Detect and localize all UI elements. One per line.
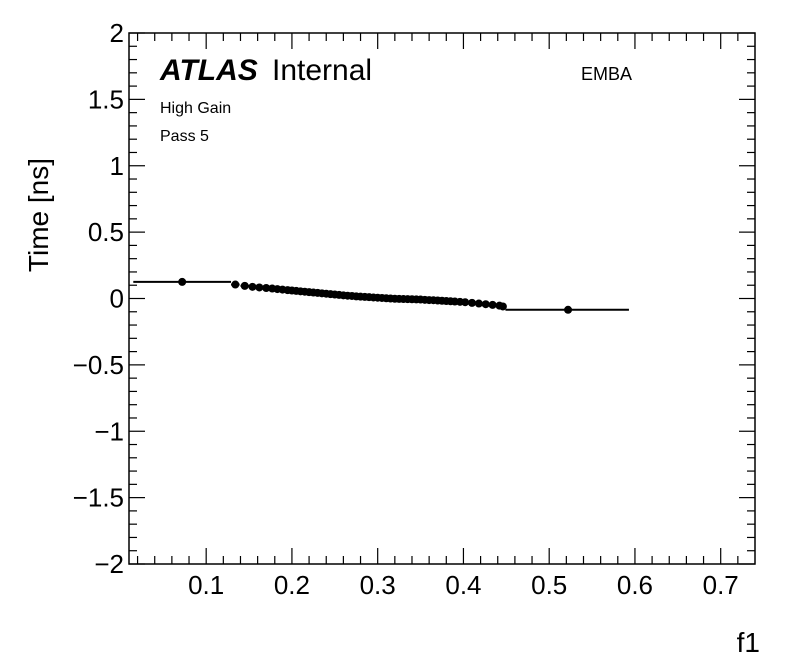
- data-point: [133, 277, 232, 286]
- x-tick-label: 0.7: [703, 570, 739, 600]
- data-marker: [461, 298, 470, 307]
- pass-label: Pass 5: [160, 128, 209, 145]
- y-tick-label: 1: [110, 151, 124, 181]
- data-point: [474, 299, 483, 308]
- gain-label: High Gain: [160, 100, 231, 117]
- data-marker: [262, 284, 271, 293]
- plot-frame: [128, 32, 756, 565]
- y-tick-label: 0.5: [88, 217, 124, 247]
- data-point: [240, 281, 250, 290]
- data-point: [231, 280, 240, 289]
- data-marker: [481, 300, 490, 309]
- data-point: [481, 300, 490, 309]
- internal-label: Internal: [272, 54, 372, 87]
- x-tick-label: 0.3: [360, 570, 396, 600]
- x-axis-title: f1: [737, 627, 760, 658]
- x-tick-label: 0.2: [274, 570, 310, 600]
- data-point: [505, 305, 629, 314]
- x-tick-label: 0.5: [531, 570, 567, 600]
- data-point: [461, 298, 470, 307]
- atlas-label: ATLAS: [159, 54, 258, 87]
- data-point: [488, 300, 497, 309]
- data-point: [255, 283, 264, 292]
- y-tick-label: −1.5: [73, 483, 124, 513]
- data-marker: [474, 299, 483, 308]
- x-tick-label: 0.1: [188, 570, 224, 600]
- axis-ticks: [129, 32, 755, 565]
- data-marker: [498, 302, 507, 311]
- y-tick-label: 1.5: [88, 84, 124, 114]
- data-points: [133, 277, 629, 314]
- data-marker: [178, 277, 187, 286]
- data-marker: [488, 300, 497, 309]
- data-point: [468, 298, 477, 307]
- y-tick-label: 0: [110, 284, 124, 314]
- y-tick-label: −2: [94, 549, 124, 579]
- data-marker: [468, 298, 477, 307]
- data-point: [248, 282, 257, 291]
- x-tick-label: 0.6: [617, 570, 653, 600]
- data-marker: [240, 281, 249, 290]
- y-tick-label: −1: [94, 416, 124, 446]
- data-point: [498, 302, 507, 311]
- data-marker: [248, 282, 257, 291]
- y-axis-title: Time [ns]: [23, 158, 54, 272]
- region-label: EMBA: [581, 64, 632, 84]
- x-tick-label: 0.4: [445, 570, 481, 600]
- data-marker: [231, 280, 240, 289]
- data-marker: [564, 305, 573, 314]
- data-marker: [255, 283, 264, 292]
- y-tick-label: 2: [110, 18, 124, 48]
- y-tick-labels: −2 −1.5 −1 −0.5 0 0.5 1 1.5 2: [73, 18, 124, 579]
- x-tick-labels: 0.1 0.2 0.3 0.4 0.5 0.6 0.7: [188, 570, 739, 600]
- y-tick-label: −0.5: [73, 350, 124, 380]
